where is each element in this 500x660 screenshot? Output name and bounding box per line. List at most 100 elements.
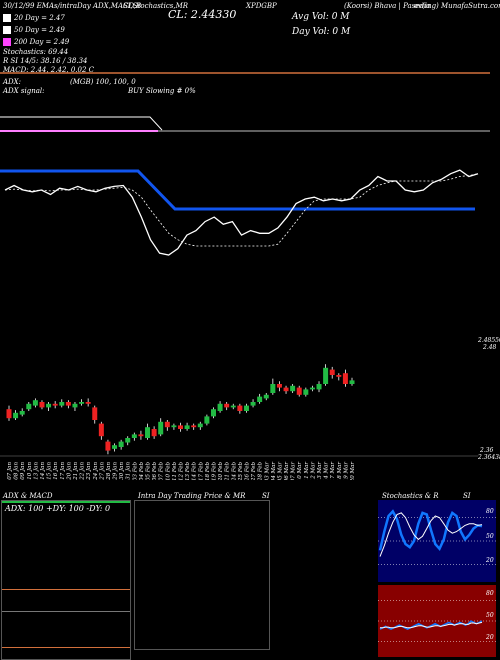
main-chart: 07 Jan 08 Jan 09 Jan 10 Jan 13 Jan 14 Jan 15 J… [0,72,490,480]
candle-body [270,384,276,393]
date-tick-label: 17 Feb [198,462,204,480]
candle-body [224,403,230,408]
candle-body [296,387,302,395]
date-tick-label: 14 Mar [324,462,330,480]
candle-body [197,423,203,428]
macd-orange-line [2,647,130,648]
candle-body [26,403,32,410]
candle-body [230,405,236,408]
legend-swatch [3,14,11,22]
candle-body [204,416,210,424]
stoch-si: SI [463,492,471,500]
stochastics-lines [378,509,496,565]
candle-body [158,421,164,435]
candle-body [243,405,249,411]
candle-body [349,380,355,384]
legend-label: 50 Day = 2.49 [14,26,65,34]
legend-label: 200 Day = 2.49 [14,38,70,46]
date-tick-label: 30 Jan [119,462,125,480]
candle-body [39,402,45,408]
date-tick-label: 04 Feb [139,462,145,480]
candle-body [131,434,137,438]
date-tick-label: 19 Mar [343,462,349,480]
candle-body [125,438,131,443]
date-axis: 07 Jan 08 Jan 09 Jan 10 Jan 13 Jan 14 Jan 15 J… [7,462,356,480]
date-tick-label: 05 Feb [146,462,152,480]
header-title: 30/12/99 EMAs/intraDay ADX,MACD,B [3,2,142,10]
adx-signal-value: BUY Slowing # 0% [128,87,196,95]
date-tick-label: 03 Mar [264,462,270,480]
candle-body [52,403,58,406]
date-tick-label: 16 Jan [53,462,59,480]
close-price: CL: 2.44330 [168,8,237,21]
candle-body [303,389,309,395]
candle-body [65,402,71,406]
intraday-panel [134,500,270,650]
date-tick-label: 11 Feb [172,462,178,480]
date-tick-label: 07 Mar [291,462,297,480]
legend-item-20day: 20 Day = 2.47 [3,14,65,22]
candle-body [184,425,190,429]
date-tick-label: 21 Feb [225,462,231,480]
stochastics-background [378,500,496,582]
rsi-tick-50: 50 [486,612,494,619]
date-tick-label: 14 Jan [40,462,46,480]
header-indicators: SI,Stochastics,MR [123,2,189,10]
date-tick-label: 25 Feb [238,462,244,480]
date-tick-label: 06 Mar [284,462,290,480]
date-tick-label: 24 Jan [93,462,99,480]
date-tick-label: 11 Mar [304,462,310,480]
adx-orange-line [2,589,130,590]
candle-body [316,384,322,390]
date-tick-label: 17 Mar [330,462,336,480]
candle-body [323,367,329,384]
date-tick-label: 18 Feb [205,462,211,480]
candle-body [32,400,38,406]
date-tick-label: 19 Feb [211,462,217,480]
stoch-tick-80: 80 [486,508,494,515]
adx-label: ADX: [3,78,22,86]
date-tick-label: 21 Jan [73,462,79,480]
date-tick-label: 28 Jan [106,462,112,480]
date-tick-label: 27 Jan [99,462,105,480]
candle-body [145,427,151,438]
candle-body [250,402,256,406]
rsi-background [378,585,496,657]
candle-body [46,403,52,408]
date-tick-label: 10 Mar [297,462,303,480]
candle-body [59,402,65,406]
signal-line [4,173,479,247]
source-a: (Koorsi) Bhava | Pasedia [344,2,431,10]
date-tick-label: 22 Jan [80,462,86,480]
candle-body [290,385,296,392]
candle-body [138,434,144,437]
candle-top-label: 2.48550 [478,337,500,344]
adx-green-bar [2,501,130,503]
stoch-tick-50: 50 [486,533,494,540]
adx-values: (MGB) 100, 100, 0 [70,78,136,86]
date-tick-label: 13 Feb [185,462,191,480]
blue-ma-line [0,169,475,211]
legend-swatch [3,26,11,34]
date-tick-label: 07 Jan [7,462,13,480]
date-tick-label: 17 Jan [60,462,66,480]
adx-signal-label: ADX signal: [3,87,45,95]
date-tick-label: 26 Feb [244,462,250,480]
macd-value: MACD: 2.44, 2.42, 0.02 C [3,66,95,74]
candle-body [151,429,157,437]
legend-item-200day: 200 Day = 2.49 [3,38,69,46]
date-tick-label: 23 Jan [86,462,92,480]
rsi-tick-20: 20 [486,634,494,641]
candle-body [336,375,342,377]
candle-body [118,441,124,447]
date-tick-label: 12 Feb [179,462,185,480]
rsi-line [379,620,483,631]
candle-body [92,407,98,420]
date-tick-label: 05 Mar [277,462,283,480]
date-tick-label: 27 Feb [251,462,257,480]
candle-body [342,373,348,384]
si-value: R SI 14/5: 38.16 / 38.34 [3,57,88,65]
candle-body [85,402,91,404]
date-tick-label: 13 Mar [317,462,323,480]
price-line [4,169,479,256]
